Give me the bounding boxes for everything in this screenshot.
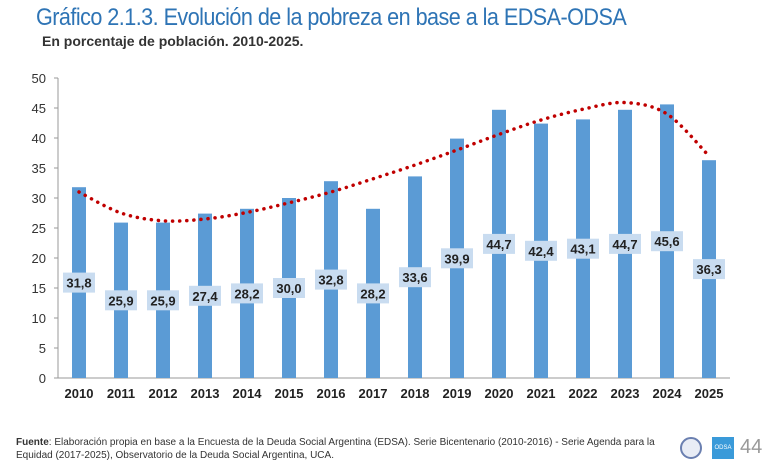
data-label-bg bbox=[525, 240, 557, 261]
data-label-bg bbox=[147, 290, 179, 311]
y-tick-label: 50 bbox=[32, 71, 46, 86]
data-label: 30,0 bbox=[276, 281, 301, 296]
data-label-bg bbox=[399, 267, 431, 288]
source-text: : Elaboración propia en base a la Encues… bbox=[16, 437, 655, 461]
data-label-bg bbox=[105, 290, 137, 311]
source-label: Fuente bbox=[16, 437, 49, 448]
data-label: 31,8 bbox=[66, 276, 91, 291]
odsa-logo: ODSA bbox=[712, 437, 734, 459]
x-tick-label: 2013 bbox=[191, 386, 220, 401]
x-tick-label: 2023 bbox=[611, 386, 640, 401]
x-tick-label: 2016 bbox=[317, 386, 346, 401]
y-tick-label: 45 bbox=[32, 101, 46, 116]
data-label-bg bbox=[315, 269, 347, 290]
data-label-bg bbox=[651, 231, 683, 252]
x-tick-label: 2019 bbox=[443, 386, 472, 401]
x-tick-label: 2017 bbox=[359, 386, 388, 401]
y-tick-label: 0 bbox=[39, 371, 46, 386]
data-label-bg bbox=[609, 233, 641, 254]
x-tick-label: 2014 bbox=[233, 386, 263, 401]
data-label-bg bbox=[693, 259, 725, 280]
data-label: 28,2 bbox=[360, 286, 385, 301]
uca-seal-logo bbox=[680, 437, 702, 459]
data-label: 25,9 bbox=[150, 293, 175, 308]
data-label-bg bbox=[567, 238, 599, 259]
x-tick-label: 2024 bbox=[653, 386, 683, 401]
data-label: 42,4 bbox=[528, 244, 554, 259]
data-label: 44,7 bbox=[486, 237, 511, 252]
x-tick-label: 2015 bbox=[275, 386, 304, 401]
data-label: 45,6 bbox=[654, 234, 679, 249]
y-tick-label: 5 bbox=[39, 341, 46, 356]
data-label-bg bbox=[231, 283, 263, 304]
data-label: 25,9 bbox=[108, 293, 133, 308]
data-label-bg bbox=[441, 248, 473, 269]
x-tick-label: 2021 bbox=[527, 386, 556, 401]
data-label: 28,2 bbox=[234, 286, 259, 301]
y-tick-label: 25 bbox=[32, 221, 46, 236]
data-label-bg bbox=[483, 233, 515, 254]
page-number: 44 bbox=[740, 436, 763, 458]
y-tick-label: 40 bbox=[32, 131, 46, 146]
chart-title: Gráfico 2.1.3. Evolución de la pobreza e… bbox=[36, 4, 627, 31]
x-tick-label: 2020 bbox=[485, 386, 514, 401]
data-label-bg bbox=[63, 272, 95, 293]
x-tick-label: 2012 bbox=[149, 386, 178, 401]
data-label-bg bbox=[357, 283, 389, 304]
y-tick-label: 30 bbox=[32, 191, 46, 206]
data-label: 27,4 bbox=[192, 289, 218, 304]
data-label: 39,9 bbox=[444, 251, 469, 266]
data-label: 36,3 bbox=[696, 262, 721, 277]
x-tick-label: 2018 bbox=[401, 386, 430, 401]
data-label: 32,8 bbox=[318, 273, 343, 288]
source-note: Fuente: Elaboración propia en base a la … bbox=[16, 436, 676, 462]
data-label: 33,6 bbox=[402, 270, 427, 285]
data-label-bg bbox=[273, 278, 305, 298]
chart-subtitle: En porcentaje de población. 2010-2025. bbox=[42, 33, 304, 49]
x-tick-label: 2010 bbox=[65, 386, 94, 401]
y-tick-label: 10 bbox=[32, 311, 46, 326]
data-label: 44,7 bbox=[612, 237, 637, 252]
y-tick-label: 20 bbox=[32, 251, 46, 266]
y-tick-label: 35 bbox=[32, 161, 46, 176]
trend-line bbox=[77, 100, 711, 223]
y-tick-label: 15 bbox=[32, 281, 46, 296]
data-label-bg bbox=[189, 285, 221, 306]
x-tick-label: 2025 bbox=[695, 386, 724, 401]
x-tick-label: 2011 bbox=[107, 386, 135, 401]
x-tick-label: 2022 bbox=[569, 386, 598, 401]
data-label: 43,1 bbox=[570, 242, 595, 257]
